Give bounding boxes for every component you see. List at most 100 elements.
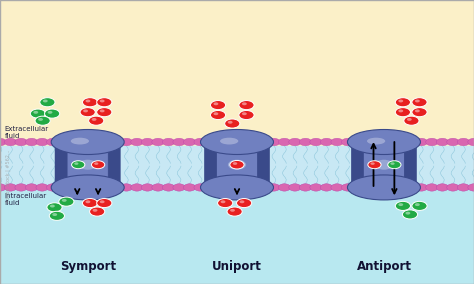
Circle shape (415, 138, 428, 146)
Circle shape (394, 138, 406, 146)
Ellipse shape (347, 130, 420, 154)
Circle shape (278, 138, 291, 146)
Circle shape (194, 184, 206, 191)
Circle shape (447, 138, 459, 146)
Circle shape (373, 138, 385, 146)
Circle shape (412, 201, 427, 210)
Circle shape (82, 199, 98, 208)
Circle shape (395, 201, 410, 210)
Circle shape (26, 184, 38, 191)
Circle shape (194, 138, 206, 146)
Circle shape (57, 138, 69, 146)
Circle shape (405, 184, 417, 191)
Circle shape (447, 184, 459, 191)
Ellipse shape (367, 138, 385, 145)
Circle shape (97, 108, 112, 117)
Ellipse shape (347, 175, 420, 200)
Circle shape (163, 184, 175, 191)
Circle shape (246, 138, 259, 146)
Circle shape (89, 184, 101, 191)
Ellipse shape (71, 138, 89, 145)
Circle shape (289, 138, 301, 146)
Circle shape (257, 184, 270, 191)
Circle shape (457, 138, 470, 146)
Circle shape (237, 199, 252, 208)
Text: Antiport: Antiport (356, 260, 411, 273)
Circle shape (40, 98, 55, 107)
Circle shape (131, 138, 143, 146)
Circle shape (331, 138, 343, 146)
Circle shape (398, 203, 403, 206)
Circle shape (395, 98, 410, 107)
Circle shape (398, 99, 403, 103)
Circle shape (331, 184, 343, 191)
Circle shape (100, 109, 105, 112)
Circle shape (62, 199, 67, 202)
Circle shape (152, 184, 164, 191)
Circle shape (415, 203, 420, 206)
Circle shape (80, 108, 95, 117)
Ellipse shape (79, 160, 97, 170)
Circle shape (352, 138, 365, 146)
Circle shape (412, 108, 427, 117)
Circle shape (299, 184, 311, 191)
Circle shape (383, 184, 396, 191)
Circle shape (215, 138, 228, 146)
Circle shape (49, 211, 64, 220)
Circle shape (394, 184, 406, 191)
Circle shape (43, 99, 48, 103)
Circle shape (220, 200, 226, 203)
Circle shape (204, 138, 217, 146)
Circle shape (74, 162, 79, 165)
Circle shape (341, 138, 354, 146)
Circle shape (239, 101, 254, 110)
FancyBboxPatch shape (351, 145, 367, 185)
Circle shape (97, 199, 112, 208)
Bar (0, 165, 474, 284)
Circle shape (239, 110, 254, 120)
FancyBboxPatch shape (254, 145, 270, 185)
FancyBboxPatch shape (363, 143, 405, 187)
FancyBboxPatch shape (104, 145, 120, 185)
Circle shape (299, 138, 311, 146)
Circle shape (213, 102, 219, 105)
Circle shape (35, 116, 50, 125)
Circle shape (0, 184, 6, 191)
Circle shape (99, 138, 111, 146)
Circle shape (415, 99, 420, 103)
Circle shape (227, 207, 242, 216)
Circle shape (109, 138, 122, 146)
Circle shape (47, 111, 53, 114)
Ellipse shape (201, 130, 273, 154)
Circle shape (320, 138, 333, 146)
Circle shape (68, 138, 80, 146)
Circle shape (395, 108, 410, 117)
Circle shape (405, 138, 417, 146)
Circle shape (457, 184, 470, 191)
Ellipse shape (51, 130, 124, 154)
FancyBboxPatch shape (55, 145, 71, 185)
Circle shape (4, 184, 17, 191)
Circle shape (38, 118, 43, 121)
Text: Uniport: Uniport (212, 260, 262, 273)
Circle shape (94, 162, 99, 165)
Circle shape (82, 98, 98, 107)
Circle shape (226, 138, 238, 146)
Circle shape (368, 161, 381, 169)
Circle shape (141, 138, 154, 146)
Circle shape (173, 184, 185, 191)
Circle shape (320, 184, 333, 191)
Ellipse shape (220, 138, 238, 145)
Circle shape (78, 138, 91, 146)
Circle shape (230, 209, 235, 212)
FancyBboxPatch shape (401, 145, 417, 185)
Circle shape (45, 109, 60, 118)
Circle shape (246, 184, 259, 191)
Circle shape (228, 121, 233, 124)
Circle shape (426, 184, 438, 191)
Circle shape (404, 116, 419, 125)
Circle shape (268, 184, 280, 191)
Circle shape (204, 184, 217, 191)
Circle shape (436, 184, 448, 191)
Circle shape (310, 184, 322, 191)
